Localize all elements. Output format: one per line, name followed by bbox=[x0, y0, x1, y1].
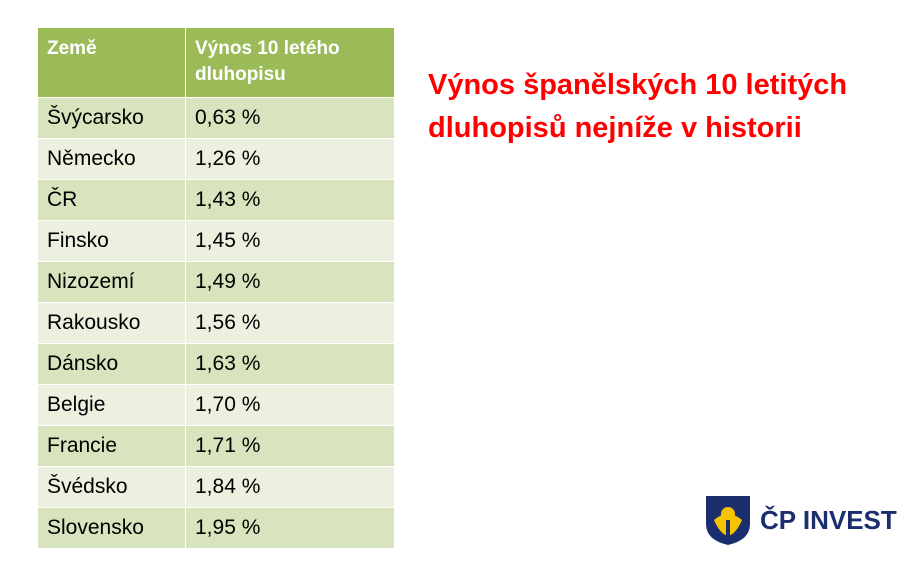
table-row: Nizozemí 1,49 % bbox=[37, 261, 395, 303]
country-cell: Francie bbox=[37, 425, 186, 467]
yield-cell: 1,56 % bbox=[185, 302, 395, 344]
country-cell: Dánsko bbox=[37, 343, 186, 385]
yield-cell: 0,63 % bbox=[185, 97, 395, 139]
country-cell: Rakousko bbox=[37, 302, 186, 344]
header-cell: Výnos 10 letého dluhopisu bbox=[185, 27, 395, 98]
country-cell: Německo bbox=[37, 138, 186, 180]
country-cell: Finsko bbox=[37, 220, 186, 262]
header-row: Země Výnos 10 letého dluhopisu bbox=[37, 27, 395, 98]
table-row: Finsko 1,45 % bbox=[37, 220, 395, 262]
table-row: Francie 1,71 % bbox=[37, 425, 395, 467]
country-cell: Belgie bbox=[37, 384, 186, 426]
table-header: Země Výnos 10 letého dluhopisu bbox=[37, 27, 395, 98]
table-body: Švýcarsko 0,63 % Německo 1,26 % ČR 1,43 % Fins… bbox=[37, 97, 395, 549]
yield-cell: 1,26 % bbox=[185, 138, 395, 180]
logo: ČP INVEST bbox=[704, 494, 897, 546]
table-row: Dánsko 1,63 % bbox=[37, 343, 395, 385]
table-row: Rakousko 1,56 % bbox=[37, 302, 395, 344]
country-cell: Nizozemí bbox=[37, 261, 186, 303]
logo-text: ČP INVEST bbox=[760, 504, 897, 535]
table-row: Německo 1,26 % bbox=[37, 138, 395, 180]
logo-icon bbox=[706, 496, 750, 545]
yield-cell: 1,70 % bbox=[185, 384, 395, 426]
table-row: Švédsko 1,84 % bbox=[37, 466, 395, 508]
yield-cell: 1,45 % bbox=[185, 220, 395, 262]
country-cell: Slovensko bbox=[37, 507, 186, 549]
table-row: Belgie 1,70 % bbox=[37, 384, 395, 426]
yield-cell: 1,95 % bbox=[185, 507, 395, 549]
table-row: ČR 1,43 % bbox=[37, 179, 395, 221]
yield-cell: 1,71 % bbox=[185, 425, 395, 467]
yield-cell: 1,63 % bbox=[185, 343, 395, 385]
yield-cell: 1,43 % bbox=[185, 179, 395, 221]
country-cell: ČR bbox=[37, 179, 186, 221]
country-cell: Švýcarsko bbox=[37, 97, 186, 139]
table-row: Slovensko 1,95 % bbox=[37, 507, 395, 549]
yield-cell: 1,49 % bbox=[185, 261, 395, 303]
table-row: Švýcarsko 0,63 % bbox=[37, 97, 395, 139]
yield-cell: 1,84 % bbox=[185, 466, 395, 508]
yield-table: Země Výnos 10 letého dluhopisu Švýcarsko… bbox=[37, 27, 395, 549]
country-cell: Švédsko bbox=[37, 466, 186, 508]
header-cell: Země bbox=[37, 27, 186, 98]
headline: Výnos španělských 10 letitých dluhopisů … bbox=[428, 69, 848, 144]
